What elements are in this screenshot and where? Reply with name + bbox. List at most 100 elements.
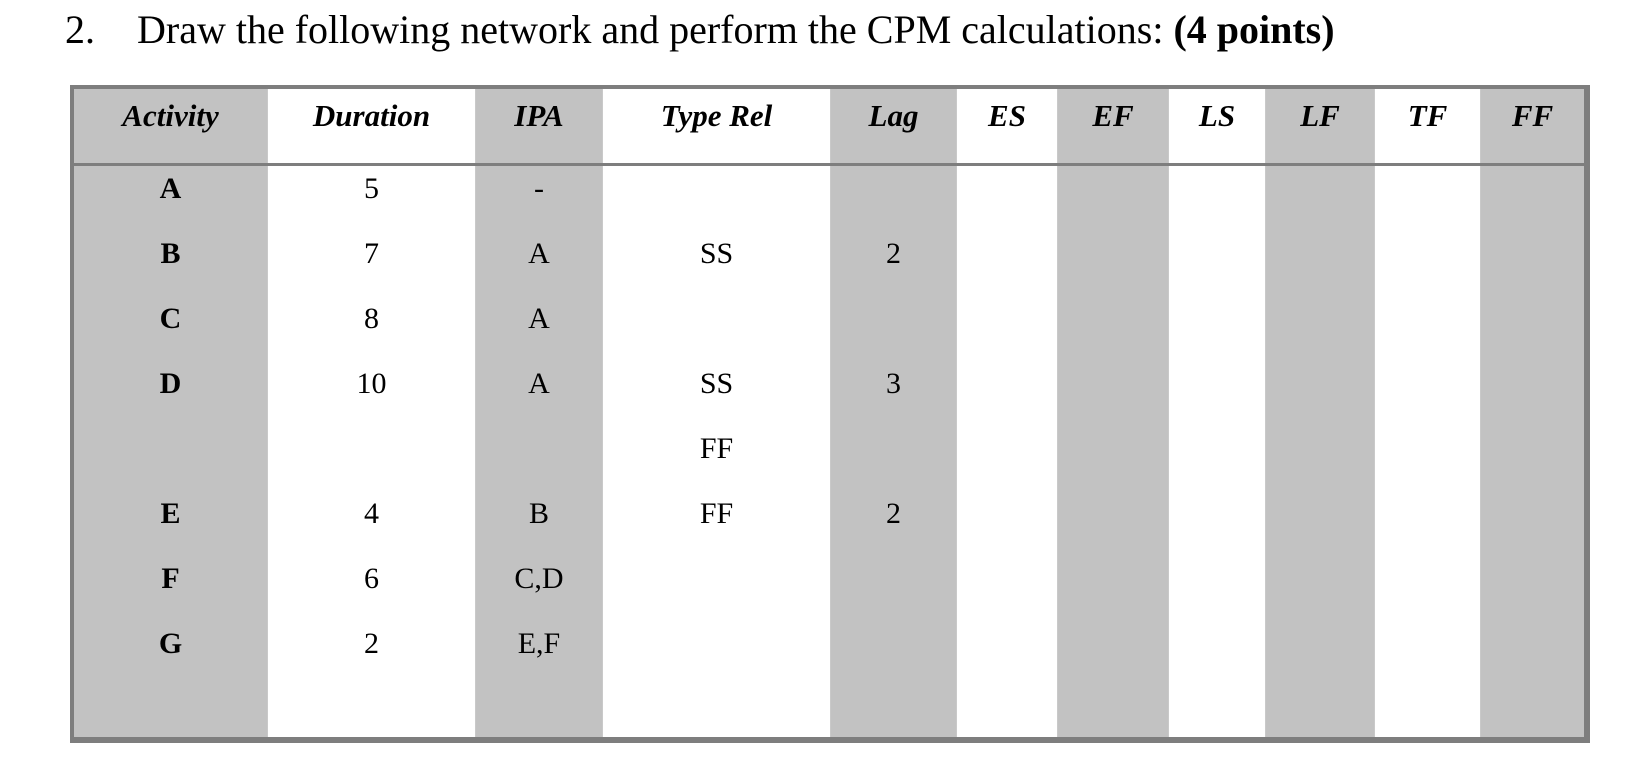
table-cell-blank bbox=[475, 686, 602, 737]
table-cell-type-rel: FF bbox=[602, 426, 830, 491]
table-cell-tf bbox=[1374, 491, 1480, 556]
column-header-label: TF bbox=[1407, 98, 1448, 133]
table-cell-tf bbox=[1374, 361, 1480, 426]
table-cell-duration: 10 bbox=[267, 361, 475, 426]
column-header-ff: FF bbox=[1480, 89, 1584, 163]
column-header-ef: EF bbox=[1057, 89, 1168, 163]
table-cell-ipa: C,D bbox=[475, 556, 602, 621]
cell-text: 2 bbox=[886, 236, 901, 270]
cell-text: FF bbox=[699, 431, 734, 465]
table-cell-blank bbox=[956, 686, 1057, 737]
table-cell-ls bbox=[1168, 296, 1265, 361]
table-cell-ls bbox=[1168, 426, 1265, 491]
cell-text: 8 bbox=[364, 301, 379, 335]
table-cell-ls bbox=[1168, 166, 1265, 231]
table-cell-ef bbox=[1057, 361, 1168, 426]
table-cell-ls bbox=[1168, 491, 1265, 556]
cell-text: E,F bbox=[517, 626, 561, 660]
cell-text: 3 bbox=[886, 366, 901, 400]
table-cell-ls bbox=[1168, 361, 1265, 426]
table-cell-tf bbox=[1374, 621, 1480, 686]
table-cell-lf bbox=[1265, 621, 1374, 686]
column-header-label: LF bbox=[1300, 98, 1340, 133]
table-cell-activity: B bbox=[74, 231, 267, 296]
table-cell-duration bbox=[267, 426, 475, 491]
table-cell-blank bbox=[74, 686, 267, 737]
table-cell-lag: 3 bbox=[830, 361, 956, 426]
table-cell-lf bbox=[1265, 231, 1374, 296]
question-title: 2. Draw the following network and perform… bbox=[65, 4, 1335, 56]
table-cell-activity: C bbox=[74, 296, 267, 361]
table-row: A 5 - bbox=[74, 166, 1584, 231]
table-cell-lf bbox=[1265, 296, 1374, 361]
table-row: C 8 A bbox=[74, 296, 1584, 361]
column-header-label: Type Rel bbox=[660, 98, 773, 133]
table-cell-lf bbox=[1265, 426, 1374, 491]
table-cell-ff bbox=[1480, 491, 1584, 556]
table-cell-blank bbox=[1265, 686, 1374, 737]
question-points: (4 points) bbox=[1173, 7, 1335, 52]
table-cell-es bbox=[956, 361, 1057, 426]
cell-text: A bbox=[528, 301, 550, 335]
column-header-lag: Lag bbox=[830, 89, 956, 163]
table-cell-es bbox=[956, 621, 1057, 686]
cell-text: C bbox=[159, 301, 182, 335]
table-cell-blank bbox=[267, 686, 475, 737]
cell-text: 5 bbox=[364, 171, 379, 205]
column-header-label: FF bbox=[1511, 98, 1554, 133]
table-row: B 7 A SS 2 bbox=[74, 231, 1584, 296]
table-cell-ef bbox=[1057, 426, 1168, 491]
table-cell-ef bbox=[1057, 491, 1168, 556]
table-cell-tf bbox=[1374, 556, 1480, 621]
cell-text: G bbox=[158, 626, 183, 660]
column-header-label: Lag bbox=[868, 98, 919, 133]
table-row: FF bbox=[74, 426, 1584, 491]
table-cell-ef bbox=[1057, 296, 1168, 361]
table-cell-ff bbox=[1480, 361, 1584, 426]
table-cell-lag bbox=[830, 166, 956, 231]
table-row: F 6 C,D bbox=[74, 556, 1584, 621]
column-header-duration: Duration bbox=[267, 89, 475, 163]
table-cell-type-rel bbox=[602, 166, 830, 231]
table-cell-activity: D bbox=[74, 361, 267, 426]
question-number: 2. bbox=[65, 7, 95, 52]
column-header-label: LS bbox=[1198, 98, 1236, 133]
table-cell-lag bbox=[830, 621, 956, 686]
column-header-label: Activity bbox=[122, 98, 219, 133]
table-cell-tf bbox=[1374, 296, 1480, 361]
table-cell-activity: E bbox=[74, 491, 267, 556]
cell-text: 6 bbox=[364, 561, 379, 595]
column-header-label: EF bbox=[1092, 98, 1134, 133]
table-cell-duration: 2 bbox=[267, 621, 475, 686]
table-cell-ipa: A bbox=[475, 361, 602, 426]
cell-text: A bbox=[528, 236, 550, 270]
table-cell-lag bbox=[830, 426, 956, 491]
table-row: G 2 E,F bbox=[74, 621, 1584, 686]
table-cell-duration: 5 bbox=[267, 166, 475, 231]
table-cell-type-rel: FF bbox=[602, 491, 830, 556]
cell-text: 2 bbox=[886, 496, 901, 530]
cell-text: C,D bbox=[514, 561, 564, 595]
table-cell-activity: A bbox=[74, 166, 267, 231]
cell-text: - bbox=[534, 171, 544, 205]
table-cell-ipa: B bbox=[475, 491, 602, 556]
table-cell-es bbox=[956, 231, 1057, 296]
table-cell-es bbox=[956, 296, 1057, 361]
cell-text: B bbox=[528, 496, 549, 530]
column-header-es: ES bbox=[956, 89, 1057, 163]
table-cell-lag bbox=[830, 296, 956, 361]
cell-text: 2 bbox=[364, 626, 379, 660]
table-cell-blank bbox=[1374, 686, 1480, 737]
question-text: Draw the following network and perform t… bbox=[137, 7, 1164, 52]
column-header-ipa: IPA bbox=[475, 89, 602, 163]
column-header-type-rel: Type Rel bbox=[602, 89, 830, 163]
table-cell-ef bbox=[1057, 231, 1168, 296]
table-cell-lag: 2 bbox=[830, 491, 956, 556]
column-header-label: Duration bbox=[312, 98, 431, 133]
table-cell-ls bbox=[1168, 231, 1265, 296]
table-cell-ipa: - bbox=[475, 166, 602, 231]
table-cell-type-rel: SS bbox=[602, 361, 830, 426]
table-cell-ipa: A bbox=[475, 231, 602, 296]
table-cell-ef bbox=[1057, 556, 1168, 621]
